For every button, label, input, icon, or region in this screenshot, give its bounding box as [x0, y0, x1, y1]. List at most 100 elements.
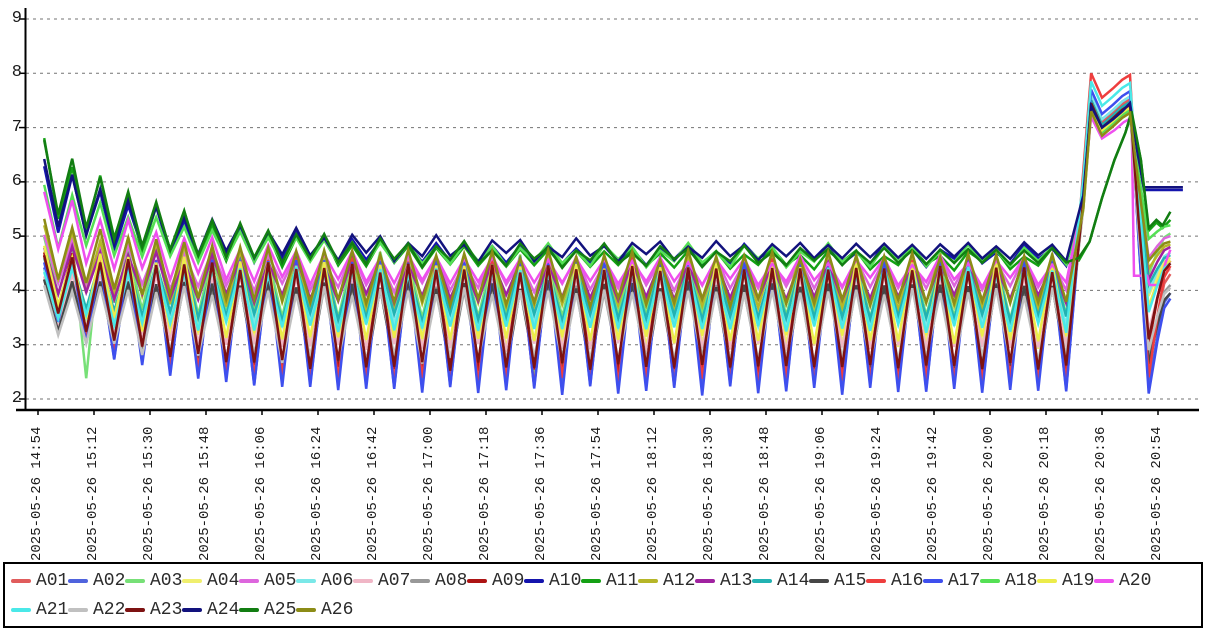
legend-swatch-a19	[1037, 578, 1057, 583]
legend-item-a13[interactable]: A13	[695, 567, 752, 594]
y-axis-label: 3	[11, 334, 22, 354]
y-axis-label: 6	[11, 171, 22, 191]
series-line-a25	[42, 110, 1172, 270]
x-axis-label: 2025-05-26 15:48	[197, 426, 213, 561]
legend-label: A18	[1005, 570, 1038, 591]
legend-label: A09	[492, 570, 525, 591]
legend-label: A01	[36, 570, 69, 591]
legend-label: A24	[207, 599, 240, 620]
legend-label: A22	[93, 599, 126, 620]
legend-item-a05[interactable]: A05	[239, 567, 296, 594]
legend-swatch-a03	[125, 578, 145, 583]
legend-item-a12[interactable]: A12	[638, 567, 695, 594]
x-axis-label: 2025-05-26 17:18	[477, 426, 493, 561]
x-axis-label: 2025-05-26 17:00	[421, 426, 437, 561]
line-chart-plot	[16, 8, 1201, 415]
legend-swatch-a25	[239, 607, 259, 612]
x-axis-label: 2025-05-26 20:54	[1149, 426, 1165, 561]
legend-item-a08[interactable]: A08	[410, 567, 467, 594]
y-axis-label: 4	[11, 280, 22, 300]
legend-item-a19[interactable]: A19	[1037, 567, 1094, 594]
legend-label: A20	[1119, 570, 1152, 591]
legend-label: A13	[720, 570, 753, 591]
legend-item-a25[interactable]: A25	[239, 596, 296, 623]
legend-swatch-a11	[581, 578, 601, 583]
y-axis-label: 8	[11, 63, 22, 83]
legend-swatch-a12	[638, 578, 658, 583]
x-axis-label: 2025-05-26 18:12	[645, 426, 661, 561]
legend-swatch-a08	[410, 578, 430, 583]
legend-item-a07[interactable]: A07	[353, 567, 410, 594]
legend-label: A04	[207, 570, 240, 591]
legend-item-a16[interactable]: A16	[866, 567, 923, 594]
legend-label: A05	[264, 570, 297, 591]
x-axis-label: 2025-05-26 20:36	[1093, 426, 1109, 561]
y-axis-label: 9	[11, 9, 22, 28]
legend-item-a03[interactable]: A03	[125, 567, 182, 594]
series-line-a15	[42, 105, 1172, 371]
legend-item-a09[interactable]: A09	[467, 567, 524, 594]
legend-swatch-a22	[68, 607, 88, 612]
legend-swatch-a09	[467, 578, 487, 583]
y-axis-label: 7	[11, 117, 22, 137]
legend-label: A03	[150, 570, 183, 591]
x-axis-label: 2025-05-26 19:24	[869, 426, 885, 561]
legend-item-a02[interactable]: A02	[68, 567, 125, 594]
legend-swatch-a10	[524, 578, 544, 583]
legend-swatch-a17	[923, 578, 943, 583]
series-line-a18	[42, 108, 1171, 270]
legend-swatch-a26	[296, 607, 316, 612]
x-axis-label: 2025-05-26 14:54	[29, 426, 45, 561]
legend-item-a11[interactable]: A11	[581, 567, 638, 594]
legend-item-a17[interactable]: A17	[923, 567, 980, 594]
legend-label: A26	[321, 599, 354, 620]
x-axis-label: 2025-05-26 18:30	[701, 426, 717, 561]
legend-item-a04[interactable]: A04	[182, 567, 239, 594]
legend-label: A16	[891, 570, 924, 591]
legend-item-a01[interactable]: A01	[11, 567, 68, 594]
legend-swatch-a06	[296, 578, 316, 583]
legend-item-a06[interactable]: A06	[296, 567, 353, 594]
legend-label: A19	[1062, 570, 1095, 591]
legend-item-a23[interactable]: A23	[125, 596, 182, 623]
legend-label: A07	[378, 570, 411, 591]
x-axis-label: 2025-05-26 15:30	[141, 426, 157, 561]
legend-label: A15	[834, 570, 867, 591]
legend-item-a14[interactable]: A14	[752, 567, 809, 594]
legend-label: A11	[606, 570, 639, 591]
legend-item-a21[interactable]: A21	[11, 596, 68, 623]
legend-item-a20[interactable]: A20	[1094, 567, 1151, 594]
legend-label: A02	[93, 570, 126, 591]
x-axis-label: 2025-05-26 19:06	[813, 426, 829, 561]
legend-label: A06	[321, 570, 354, 591]
legend-swatch-a16	[866, 578, 886, 583]
x-axis-label: 2025-05-26 17:36	[533, 426, 549, 561]
legend-swatch-a24	[182, 607, 202, 612]
legend-label: A25	[264, 599, 297, 620]
y-axis-label: 5	[11, 226, 22, 246]
x-axis-label: 2025-05-26 17:54	[589, 426, 605, 561]
x-axis-label: 2025-05-26 16:06	[253, 426, 269, 561]
x-axis-label: 2025-05-26 18:48	[757, 426, 773, 561]
legend-swatch-a07	[353, 578, 373, 583]
legend-item-a15[interactable]: A15	[809, 567, 866, 594]
legend-swatch-a21	[11, 607, 31, 612]
legend-item-a24[interactable]: A24	[182, 596, 239, 623]
legend-swatch-a13	[695, 578, 715, 583]
legend-swatch-a01	[11, 578, 31, 583]
legend-swatch-a04	[182, 578, 202, 583]
x-axis-label: 2025-05-26 15:12	[85, 426, 101, 561]
legend-item-a18[interactable]: A18	[980, 567, 1037, 594]
legend-item-a22[interactable]: A22	[68, 596, 125, 623]
x-axis-label: 2025-05-26 16:42	[365, 426, 381, 561]
legend-item-a10[interactable]: A10	[524, 567, 581, 594]
legend-label: A10	[549, 570, 582, 591]
legend-label: A23	[150, 599, 183, 620]
legend-label: A17	[948, 570, 981, 591]
legend-swatch-a20	[1094, 578, 1114, 583]
y-axis-label: 2	[11, 389, 22, 408]
legend-label: A08	[435, 570, 468, 591]
legend-item-a26[interactable]: A26	[296, 596, 353, 623]
legend-swatch-a02	[68, 578, 88, 583]
